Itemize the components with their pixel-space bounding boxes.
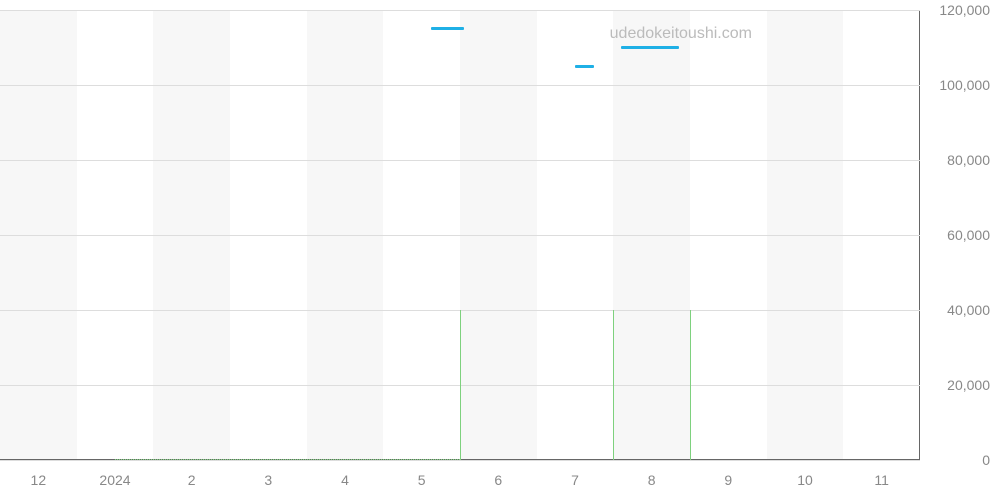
x-tick-label: 12 — [31, 472, 47, 488]
gridline-horizontal — [0, 235, 920, 236]
gridline-horizontal — [0, 160, 920, 161]
x-tick-label: 5 — [418, 472, 426, 488]
alt-band — [307, 10, 384, 460]
x-tick-label: 2024 — [99, 472, 130, 488]
alt-band — [0, 10, 77, 460]
plot-area — [0, 10, 920, 460]
x-tick-label: 9 — [724, 472, 732, 488]
x-tick-label: 8 — [648, 472, 656, 488]
y-tick-label: 0 — [982, 452, 990, 468]
x-tick-label: 4 — [341, 472, 349, 488]
alt-band — [153, 10, 230, 460]
gridline-horizontal — [0, 85, 920, 86]
y-tick-label: 20,000 — [947, 377, 990, 393]
alt-band — [460, 10, 537, 460]
y-tick-label: 80,000 — [947, 152, 990, 168]
volume-bar — [613, 310, 614, 460]
y-tick-label: 100,000 — [939, 77, 990, 93]
x-axis: 12 2024 2 3 4 5 6 7 8 9 10 11 — [0, 460, 920, 500]
x-tick-label: 11 — [874, 472, 889, 488]
y-tick-label: 60,000 — [947, 227, 990, 243]
alt-band — [767, 10, 844, 460]
price-chart: 020,00040,00060,00080,000100,000120,000 … — [0, 0, 1000, 500]
x-tick-label: 10 — [797, 472, 813, 488]
x-tick-label: 2 — [188, 472, 196, 488]
y-tick-label: 40,000 — [947, 302, 990, 318]
y-axis: 020,00040,00060,00080,000100,000120,000 — [920, 10, 1000, 460]
x-tick-label: 6 — [494, 472, 502, 488]
price-segment — [575, 65, 594, 68]
volume-bar — [460, 310, 461, 460]
gridline-horizontal — [0, 10, 920, 11]
alt-band — [613, 10, 690, 460]
price-segment — [621, 46, 679, 49]
price-segment — [431, 27, 464, 30]
volume-bar — [690, 310, 691, 460]
y-tick-label: 120,000 — [939, 2, 990, 18]
x-tick-label: 7 — [571, 472, 579, 488]
x-tick-label: 3 — [264, 472, 272, 488]
